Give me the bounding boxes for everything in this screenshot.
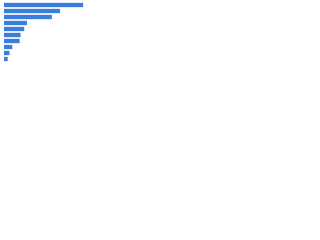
bar xyxy=(4,32,21,38)
page: (() => { const data = JSON.parse(documen… xyxy=(0,0,320,71)
bar xyxy=(4,8,61,14)
bar xyxy=(4,56,8,62)
bar xyxy=(4,20,27,26)
chart xyxy=(4,2,84,62)
bar xyxy=(4,44,13,50)
bar xyxy=(4,2,84,8)
bar xyxy=(4,50,10,56)
bar xyxy=(4,38,20,44)
bar xyxy=(4,26,25,32)
bar xyxy=(4,14,52,20)
